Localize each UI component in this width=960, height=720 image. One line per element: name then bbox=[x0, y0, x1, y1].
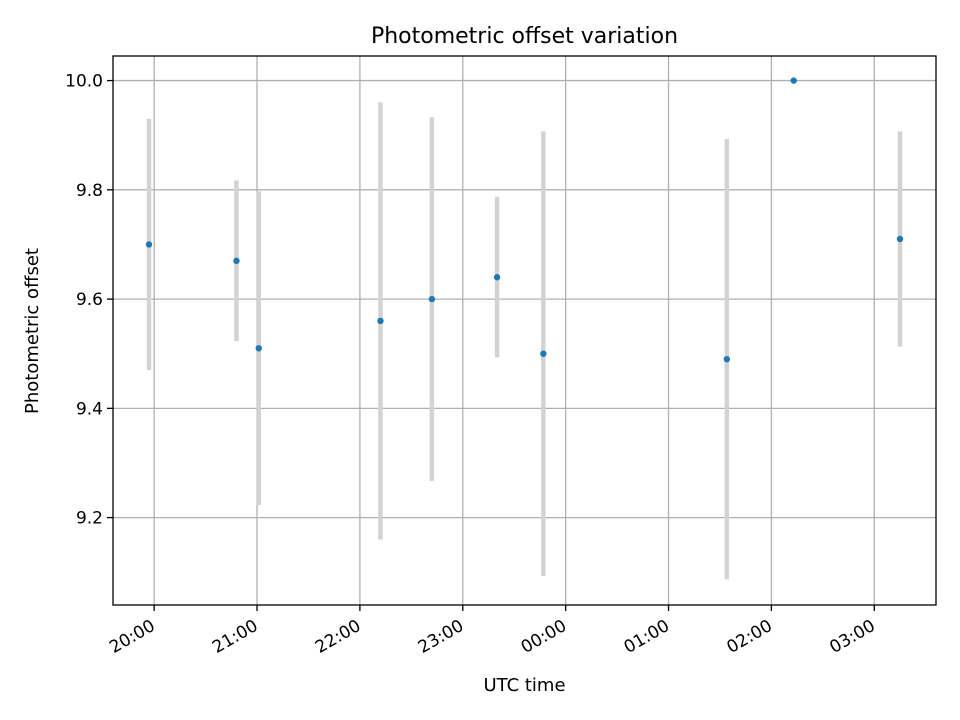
y-axis-label: Photometric offset bbox=[22, 248, 43, 414]
data-point bbox=[790, 77, 797, 84]
y-tick-label: 9.6 bbox=[76, 290, 103, 310]
grid bbox=[113, 56, 936, 605]
y-axis-ticks: 9.2 9.4 9.6 9.8 10.0 bbox=[65, 72, 113, 529]
plot-frame bbox=[112, 55, 937, 606]
data-point bbox=[540, 350, 547, 357]
data-points bbox=[145, 77, 904, 363]
data-point bbox=[377, 317, 384, 325]
data-point bbox=[255, 345, 262, 352]
x-axis-label: UTC time bbox=[483, 675, 565, 696]
y-tick-label: 9.4 bbox=[76, 399, 103, 419]
chart-title: Photometric offset variation bbox=[371, 24, 678, 49]
data-point bbox=[723, 355, 731, 363]
data-point bbox=[145, 241, 153, 248]
y-tick-label: 10.0 bbox=[65, 72, 103, 92]
data-point bbox=[896, 235, 904, 243]
data-point bbox=[493, 274, 501, 281]
y-tick-label: 9.8 bbox=[76, 181, 103, 201]
data-point bbox=[233, 257, 240, 265]
data-point bbox=[428, 295, 436, 303]
y-tick-label: 9.2 bbox=[76, 509, 103, 529]
